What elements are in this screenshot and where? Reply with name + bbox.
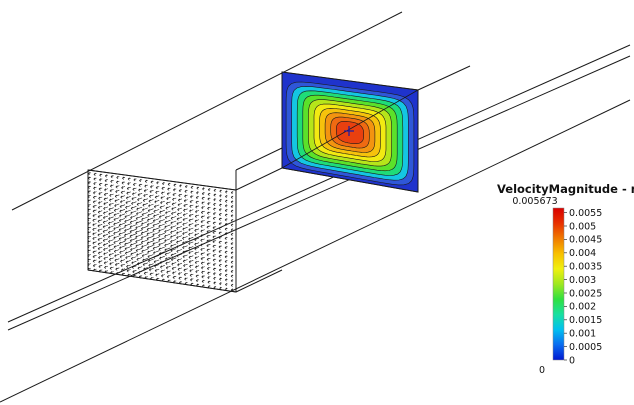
contour-frame xyxy=(281,71,419,193)
legend-title: VelocityMagnitude - m/s xyxy=(497,182,634,196)
contour-band xyxy=(335,121,365,144)
vector-arrows xyxy=(87,172,234,292)
legend-tick-label: 0 xyxy=(569,355,575,366)
legend-max-label: 0.005673 xyxy=(512,196,557,207)
legend-gradient xyxy=(552,207,565,361)
legend-tick-label: 0.001 xyxy=(569,329,596,340)
legend-ticks: 0.0055 0.005 0.0045 0.004 0.0035 0.003 0.0025 0… xyxy=(564,208,602,366)
velocity-contour-plane xyxy=(281,71,419,193)
legend-tick-label: 0.0035 xyxy=(569,262,602,273)
legend-min-label: 0 xyxy=(539,365,545,376)
legend-tick-label: 0.004 xyxy=(569,248,596,259)
contour-diagonal xyxy=(281,89,419,169)
legend-tick-label: 0.0055 xyxy=(569,208,602,219)
legend-tick-label: 0.002 xyxy=(569,302,596,313)
velocity-vector-plane xyxy=(87,169,237,293)
legend-tick-label: 0.0025 xyxy=(569,288,602,299)
legend-colorbar xyxy=(552,207,565,361)
vector-frame xyxy=(87,169,237,293)
legend-tick-label: 0.0015 xyxy=(569,315,602,326)
legend-tick-label: 0.0005 xyxy=(569,342,602,353)
channel-wireframe xyxy=(0,11,631,403)
color-legend: VelocityMagnitude - m/s 0.005673 0.00550… xyxy=(497,182,634,376)
legend-tick-label: 0.003 xyxy=(569,275,596,286)
legend-tick-label: 0.005 xyxy=(569,221,596,232)
legend-tick-label: 0.0045 xyxy=(569,235,602,246)
probe-marker-icon xyxy=(344,126,354,136)
